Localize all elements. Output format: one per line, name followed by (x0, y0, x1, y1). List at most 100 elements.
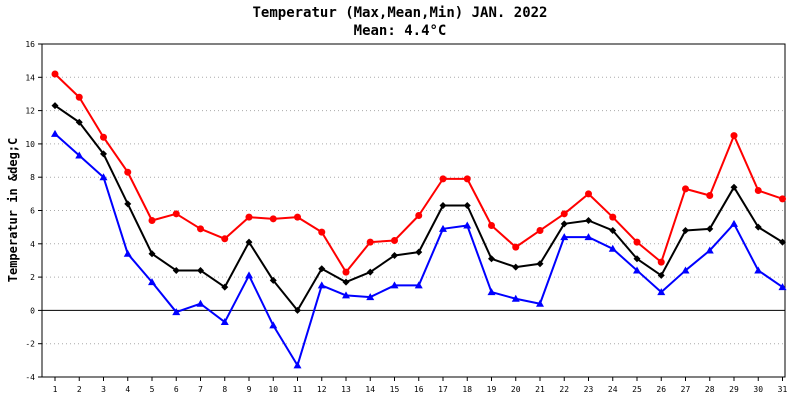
x-tick-label: 7 (198, 385, 203, 394)
x-tick-label: 14 (365, 385, 375, 394)
point-mean (100, 150, 107, 158)
point-min (633, 266, 641, 274)
y-tick-label: 16 (25, 40, 35, 49)
point-min (220, 318, 229, 326)
x-tick-label: 30 (753, 385, 763, 394)
point-mean (536, 260, 544, 268)
point-mean (609, 226, 617, 234)
point-max (366, 238, 374, 246)
point-max (706, 192, 714, 200)
point-min (293, 361, 302, 369)
point-min (463, 221, 472, 229)
point-max (585, 190, 592, 198)
x-tick-label: 12 (317, 385, 327, 394)
x-tick-label: 16 (414, 385, 424, 394)
y-tick-label: 0 (30, 306, 35, 315)
point-max (754, 187, 762, 195)
point-max (51, 70, 59, 78)
point-max (415, 211, 423, 219)
series-layer (51, 70, 787, 369)
point-max (100, 133, 107, 141)
point-max (342, 268, 350, 276)
x-tick-label: 1 (53, 385, 58, 394)
point-mean (560, 220, 568, 228)
x-tick-label: 2 (77, 385, 82, 394)
point-mean (730, 183, 738, 191)
x-tick-label: 3 (101, 385, 106, 394)
point-max (657, 258, 665, 266)
x-tick-label: 25 (632, 385, 642, 394)
point-mean (221, 283, 229, 291)
point-max (172, 210, 180, 218)
x-tick-label: 15 (390, 385, 400, 394)
point-mean (512, 263, 520, 271)
point-mean (172, 266, 180, 274)
point-max (75, 93, 83, 101)
point-min (390, 281, 399, 289)
point-min (681, 266, 690, 274)
x-tick-label: 17 (438, 385, 448, 394)
series-line-mean (54, 104, 784, 312)
point-max (609, 213, 617, 221)
x-tick-label: 27 (681, 385, 691, 394)
y-tick-label: 4 (30, 240, 35, 249)
x-tick-label: 22 (559, 385, 569, 394)
point-min (317, 281, 326, 289)
y-tick-label: 10 (25, 140, 35, 149)
point-max (682, 185, 689, 193)
chart-title: Temperatur (Max,Mean,Min) JAN. 2022 (252, 5, 548, 21)
point-min (123, 249, 132, 257)
point-min (560, 233, 569, 241)
point-mean (779, 238, 786, 246)
point-max (633, 238, 641, 246)
point-min (99, 173, 108, 181)
x-tick-label: 11 (293, 385, 303, 394)
point-mean (463, 202, 471, 210)
x-tick-label: 19 (487, 385, 497, 394)
point-mean (245, 238, 253, 246)
point-min (439, 224, 447, 232)
x-tick-label: 4 (125, 385, 130, 394)
point-max (148, 216, 156, 224)
point-mean (415, 248, 423, 256)
point-max (488, 221, 495, 229)
point-min (511, 294, 520, 302)
point-min (245, 271, 253, 279)
x-tick-label: 6 (174, 385, 179, 394)
point-max (730, 132, 738, 140)
point-max (439, 175, 447, 183)
x-tick-label: 13 (341, 385, 351, 394)
point-min (414, 281, 423, 289)
point-max (245, 213, 253, 221)
point-mean (585, 216, 592, 224)
point-min (269, 321, 278, 329)
point-mean (366, 268, 374, 276)
point-max (197, 225, 204, 233)
point-mean (148, 250, 156, 258)
point-max (269, 215, 277, 223)
point-mean (682, 226, 689, 234)
x-tick-label: 29 (729, 385, 739, 394)
point-max (560, 210, 568, 218)
x-tick-label: 20 (511, 385, 521, 394)
plot-frame (41, 43, 786, 378)
point-mean (124, 200, 132, 208)
point-min (196, 299, 205, 307)
y-tick-label: 12 (25, 107, 35, 116)
y-tick-label: 8 (30, 173, 35, 182)
point-min (705, 246, 714, 254)
point-mean (488, 255, 495, 263)
point-min (51, 129, 59, 137)
x-tick-label: 21 (535, 385, 545, 394)
point-max (512, 243, 520, 251)
point-mean (706, 225, 714, 233)
x-tick-label: 5 (150, 385, 155, 394)
x-tick-label: 31 (778, 385, 788, 394)
point-min (584, 233, 593, 241)
point-max (318, 228, 326, 236)
y-tick-label: 14 (25, 73, 35, 82)
x-tick-label: 24 (608, 385, 618, 394)
point-mean (754, 223, 762, 231)
y-tick-label: 2 (30, 273, 35, 282)
